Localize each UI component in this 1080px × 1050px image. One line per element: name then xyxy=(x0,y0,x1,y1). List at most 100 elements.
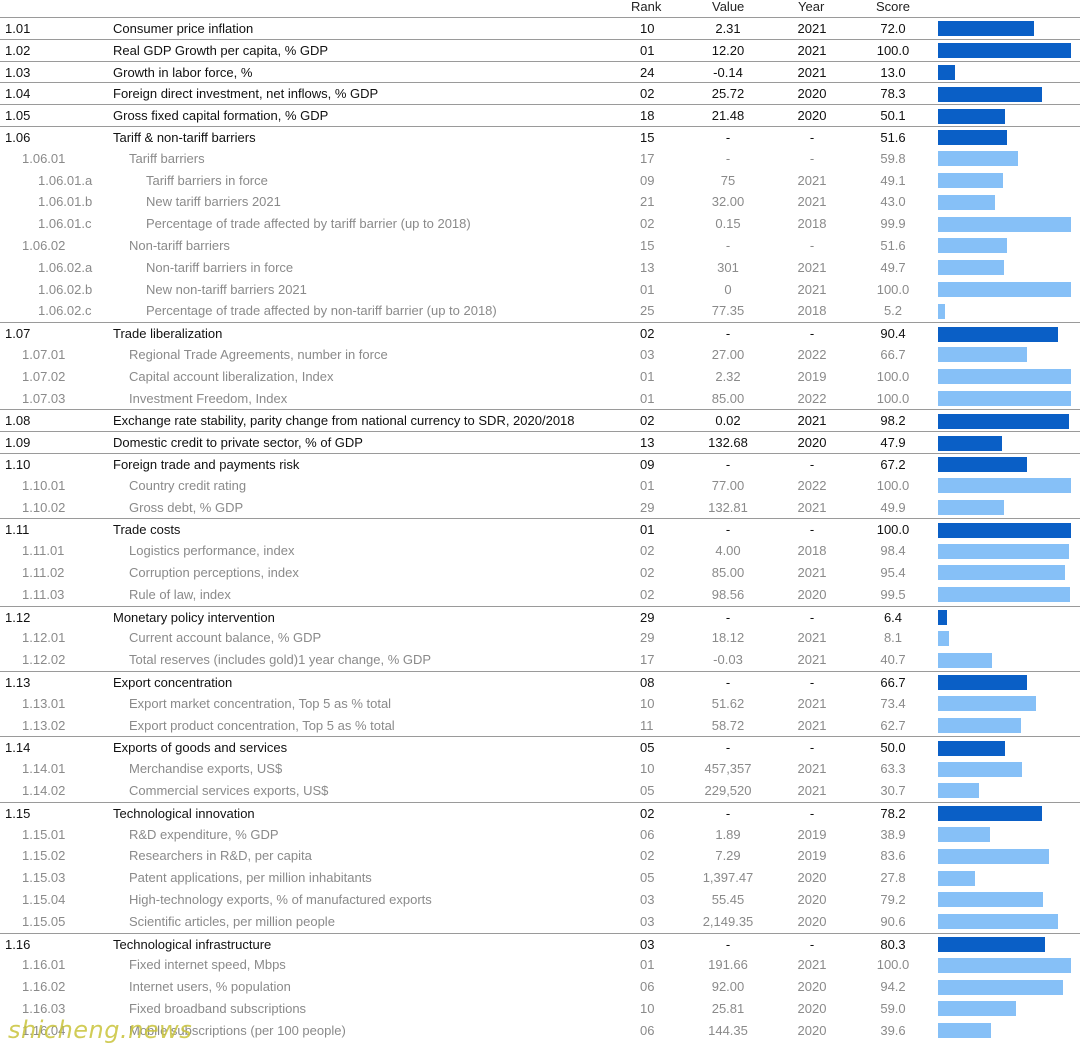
table-row: 1.07.01 Regional Trade Agreements, number… xyxy=(0,344,1080,366)
row-score: 49.7 xyxy=(880,259,906,275)
table-row: 1.15 Technological innovation 02 - - 78.2 xyxy=(0,801,1080,825)
row-score: 67.2 xyxy=(880,457,906,472)
score-bar xyxy=(938,347,1027,363)
row-code: 1.06.02.c xyxy=(38,303,92,319)
row-name: Current account balance, % GDP xyxy=(129,630,322,646)
score-bar xyxy=(938,522,1071,538)
score-bar xyxy=(938,457,1028,473)
row-value: 18.12 xyxy=(711,630,745,646)
row-value: 98.56 xyxy=(711,586,745,602)
table-row: 1.09 Domestic credit to private sector, %… xyxy=(0,431,1080,454)
row-value: - xyxy=(725,805,731,821)
row-code: 1.13 xyxy=(5,675,31,690)
row-year: - xyxy=(809,238,815,253)
score-bar xyxy=(938,390,1071,406)
row-score: 78.2 xyxy=(880,805,906,821)
row-name: Growth in labor force, % xyxy=(113,64,253,80)
row-code: 1.16.02 xyxy=(22,979,66,995)
row-value: 0.15 xyxy=(715,216,741,232)
row-rank: 02 xyxy=(640,413,655,429)
row-value: 27.00 xyxy=(711,347,745,362)
score-bar xyxy=(938,914,1059,930)
row-value: 58.72 xyxy=(711,717,745,733)
row-year: 2020 xyxy=(797,892,827,907)
row-year: 2021 xyxy=(797,565,827,580)
row-code: 1.12.02 xyxy=(22,652,66,668)
table-row: 1.02 Real GDP Growth per capita, % GDP 01 1… xyxy=(0,38,1080,62)
table-row: 1.06.02 Non-tariff barriers 15 - - 51.6 xyxy=(0,235,1080,257)
row-score: 30.7 xyxy=(880,783,906,798)
row-rank: 02 xyxy=(640,216,655,232)
row-year: - xyxy=(809,457,815,472)
row-year: - xyxy=(809,805,815,821)
row-code: 1.11.03 xyxy=(22,586,65,602)
score-bar xyxy=(938,281,1071,297)
row-value: - xyxy=(725,238,731,253)
score-bar xyxy=(938,630,949,646)
row-score: 100.0 xyxy=(876,390,910,406)
table-row: 1.06.01 Tariff barriers 17 - - 59.8 xyxy=(0,148,1080,170)
row-name: New non-tariff barriers 2021 xyxy=(146,281,307,297)
row-name: Exports of goods and services xyxy=(113,740,288,756)
row-name: Gross debt, % GDP xyxy=(129,499,244,515)
row-rank: 17 xyxy=(640,150,655,166)
table-row: 1.10.02 Gross debt, % GDP 29 132.81 2021 49.9 xyxy=(0,497,1080,519)
row-score: 66.7 xyxy=(880,347,906,362)
row-year: - xyxy=(809,936,815,952)
row-year: 2020 xyxy=(797,435,827,451)
row-year: 2021 xyxy=(797,717,827,733)
table-row: 1.10.01 Country credit rating 01 77.00 2022 1… xyxy=(0,475,1080,497)
row-rank: 03 xyxy=(640,936,655,952)
row-code: 1.10 xyxy=(5,457,31,472)
table-row: 1.13.01 Export market concentration, Top … xyxy=(0,693,1080,715)
row-name: Export concentration xyxy=(113,675,233,690)
table-row: 1.11.01 Logistics performance, index 02 4.0… xyxy=(0,540,1080,562)
row-score: 39.6 xyxy=(880,1022,906,1038)
watermark: shicheng.news xyxy=(8,1016,193,1044)
row-rank: 02 xyxy=(640,86,655,102)
row-score: 49.1 xyxy=(880,172,906,188)
row-score: 51.6 xyxy=(880,130,906,145)
score-bar xyxy=(938,761,1023,777)
row-code: 1.16.04 xyxy=(22,1022,66,1038)
row-rank: 01 xyxy=(640,522,655,538)
row-year: 2021 xyxy=(797,652,827,668)
table-row: 1.13.02 Export product concentration, Top… xyxy=(0,715,1080,737)
row-score: 100.0 xyxy=(876,522,910,538)
row-year: 2020 xyxy=(797,979,827,995)
table-row: 1.04 Foreign direct investment, net inflo… xyxy=(0,82,1080,105)
row-name: Logistics performance, index xyxy=(129,543,295,559)
row-name: Technological innovation xyxy=(113,805,255,821)
row-rank: 01 xyxy=(640,477,655,493)
score-bar xyxy=(938,565,1065,581)
row-code: 1.07.02 xyxy=(22,368,66,384)
row-code: 1.12.01 xyxy=(22,630,66,646)
row-rank: 09 xyxy=(640,457,655,472)
table-row: 1.16.04 Mobile subscriptions (per 100 peo… xyxy=(0,1020,1080,1042)
row-code: 1.06.01.a xyxy=(38,172,93,188)
score-bar xyxy=(938,675,1027,691)
row-code: 1.02 xyxy=(5,42,31,58)
row-name: Export product concentration, Top 5 as %… xyxy=(129,717,395,733)
row-score: 50.1 xyxy=(880,108,906,124)
score-bar xyxy=(938,499,1005,515)
row-rank: 06 xyxy=(640,979,655,995)
row-rank: 05 xyxy=(640,740,655,756)
row-value: 7.29 xyxy=(715,848,741,864)
row-code: 1.11 xyxy=(5,522,30,538)
row-value: - xyxy=(725,522,731,538)
row-code: 1.16.03 xyxy=(22,1001,66,1016)
row-score: 27.8 xyxy=(880,870,906,886)
row-value: - xyxy=(725,609,731,625)
row-name: Investment Freedom, Index xyxy=(129,390,288,406)
score-bar xyxy=(938,826,990,842)
score-bar xyxy=(938,587,1071,603)
row-score: 98.4 xyxy=(880,543,906,559)
row-code: 1.14.02 xyxy=(22,783,66,798)
row-score: 66.7 xyxy=(880,675,906,690)
row-code: 1.07 xyxy=(5,326,31,342)
row-score: 13.0 xyxy=(880,64,906,80)
row-name: Exchange rate stability, parity change f… xyxy=(113,413,575,429)
table-row: 1.14.01 Merchandise exports, US$ 10 457,357… xyxy=(0,758,1080,780)
row-rank: 02 xyxy=(640,565,655,580)
